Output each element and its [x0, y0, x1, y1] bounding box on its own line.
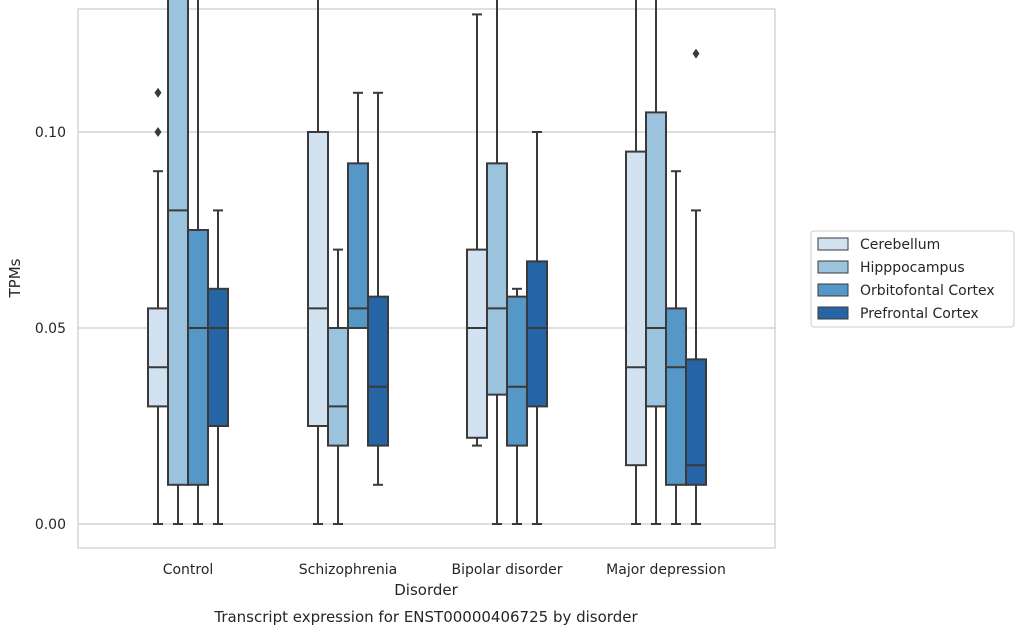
box-1-2	[486, 0, 508, 525]
x-tick-label: Bipolar disorder	[451, 562, 562, 578]
legend-swatch	[817, 260, 849, 274]
box-iqr	[486, 162, 508, 396]
box-iqr	[506, 295, 528, 447]
x-tick-label: Major depression	[606, 562, 726, 578]
legend-swatch	[817, 283, 849, 297]
box-iqr	[207, 287, 229, 427]
box-0-2	[466, 13, 488, 447]
legend-swatch	[817, 306, 849, 320]
chart-title: Transcript expression for ENST0000040672…	[213, 608, 638, 626]
y-axis-ticks: 0.000.050.100.150.200.25	[35, 125, 66, 533]
legend: Cerebellum Hipppocampus Orbitofontal Corte…	[810, 230, 1015, 328]
box-iqr	[367, 295, 389, 447]
x-axis-ticks: Control Schizophrenia Bipolar disorder Majo…	[163, 562, 726, 578]
box-3-1	[367, 91, 389, 486]
box-iqr	[625, 150, 647, 467]
box-1-1	[327, 248, 349, 525]
y-tick-label: 0.00	[35, 517, 66, 533]
box-3-3	[685, 48, 707, 525]
outlier-point	[154, 87, 162, 98]
x-tick-label: Schizophrenia	[299, 562, 397, 578]
box-iqr	[526, 260, 548, 408]
box-iqr	[147, 307, 169, 408]
y-axis-title: TPMs	[6, 258, 24, 298]
y-tick-label: 0.10	[35, 125, 66, 141]
box-3-2	[526, 131, 548, 525]
legend-frame	[810, 230, 1015, 328]
box-1-3	[645, 0, 667, 525]
box-iqr	[187, 229, 209, 486]
box-iqr	[466, 248, 488, 439]
box-series	[147, 0, 707, 525]
legend-swatch	[817, 237, 849, 251]
legend-label: Hipppocampus	[860, 260, 965, 276]
box-3-0	[207, 209, 229, 525]
legend-label: Cerebellum	[860, 237, 940, 253]
x-tick-label: Control	[163, 562, 214, 578]
x-axis-title: Disorder	[394, 581, 458, 599]
y-tick-label: 0.05	[35, 321, 66, 337]
box-1-0	[167, 0, 189, 525]
box-iqr	[347, 162, 369, 329]
legend-label: Orbitofontal Cortex	[860, 283, 995, 299]
outlier-point	[154, 127, 162, 137]
box-iqr	[167, 0, 189, 486]
box-iqr	[645, 111, 667, 408]
box-iqr	[327, 327, 349, 447]
box-0-1	[307, 0, 329, 525]
box-iqr	[665, 307, 687, 486]
outlier-point	[692, 48, 700, 59]
legend-label: Prefrontal Cortex	[860, 306, 979, 322]
box-iqr	[685, 358, 707, 486]
box-2-1	[347, 91, 369, 329]
box-iqr	[307, 131, 329, 427]
